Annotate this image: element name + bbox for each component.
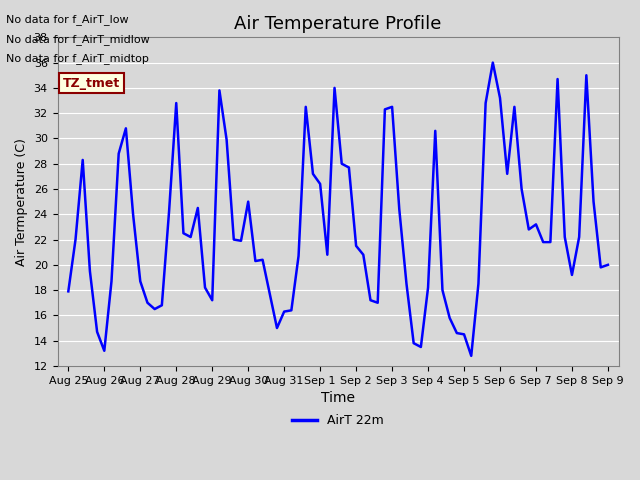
Line: AirT 22m: AirT 22m <box>68 62 608 356</box>
AirT 22m <box>410 340 417 346</box>
Text: TZ_tmet: TZ_tmet <box>63 77 120 90</box>
Text: No data for f_AirT_midlow: No data for f_AirT_midlow <box>6 34 150 45</box>
Text: No data for f_AirT_midtop: No data for f_AirT_midtop <box>6 53 149 64</box>
AirT 22m <box>604 262 612 268</box>
Y-axis label: Air Termperature (C): Air Termperature (C) <box>15 138 28 265</box>
Legend: AirT 22m: AirT 22m <box>287 409 389 432</box>
AirT 22m <box>511 104 518 110</box>
AirT 22m <box>252 258 259 264</box>
AirT 22m <box>489 60 497 65</box>
X-axis label: Time: Time <box>321 391 355 405</box>
AirT 22m <box>467 353 475 359</box>
AirT 22m <box>424 285 432 290</box>
AirT 22m <box>65 288 72 294</box>
AirT 22m <box>115 151 122 156</box>
Title: Air Temperature Profile: Air Temperature Profile <box>234 15 442 33</box>
Text: No data for f_AirT_low: No data for f_AirT_low <box>6 14 129 25</box>
AirT 22m <box>345 165 353 170</box>
